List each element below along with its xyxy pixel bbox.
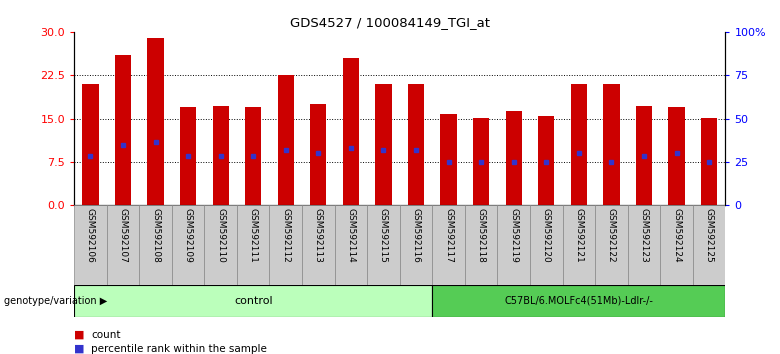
Bar — [310, 104, 327, 205]
Bar — [603, 84, 619, 205]
Bar — [432, 205, 465, 285]
Text: GDS4527 / 100084149_TGI_at: GDS4527 / 100084149_TGI_at — [290, 16, 490, 29]
Bar — [660, 205, 693, 285]
Bar — [115, 55, 131, 205]
Text: GSM592117: GSM592117 — [444, 208, 453, 263]
Text: GSM592121: GSM592121 — [574, 208, 583, 262]
Bar — [147, 38, 164, 205]
Bar — [140, 205, 172, 285]
Text: GSM592114: GSM592114 — [346, 208, 356, 262]
Text: GSM592110: GSM592110 — [216, 208, 225, 263]
Text: genotype/variation ▶: genotype/variation ▶ — [4, 296, 107, 306]
Text: GSM592122: GSM592122 — [607, 208, 616, 262]
Text: GSM592125: GSM592125 — [704, 208, 714, 262]
Bar — [237, 205, 270, 285]
Bar — [701, 118, 718, 205]
Text: count: count — [91, 330, 121, 339]
Text: GSM592120: GSM592120 — [542, 208, 551, 262]
Text: GSM592113: GSM592113 — [314, 208, 323, 263]
Bar — [107, 205, 139, 285]
Bar — [335, 205, 367, 285]
Text: C57BL/6.MOLFc4(51Mb)-Ldlr-/-: C57BL/6.MOLFc4(51Mb)-Ldlr-/- — [505, 296, 654, 306]
Text: GSM592119: GSM592119 — [509, 208, 518, 263]
Text: GSM592108: GSM592108 — [151, 208, 160, 263]
Text: GSM592123: GSM592123 — [640, 208, 648, 262]
Bar — [441, 114, 457, 205]
Bar — [270, 205, 302, 285]
Text: ■: ■ — [74, 344, 84, 354]
Bar — [668, 107, 685, 205]
Bar — [505, 111, 522, 205]
Text: GSM592111: GSM592111 — [249, 208, 257, 263]
Bar — [204, 205, 237, 285]
Bar — [180, 107, 197, 205]
Bar — [693, 205, 725, 285]
Bar — [375, 84, 392, 205]
Bar — [473, 118, 489, 205]
Text: GSM592109: GSM592109 — [183, 208, 193, 263]
Bar — [367, 205, 400, 285]
Bar — [245, 107, 261, 205]
Bar — [82, 84, 98, 205]
Text: GSM592107: GSM592107 — [119, 208, 127, 263]
Text: percentile rank within the sample: percentile rank within the sample — [91, 344, 267, 354]
Bar — [278, 75, 294, 205]
Text: ■: ■ — [74, 330, 84, 339]
Bar — [498, 205, 530, 285]
Text: control: control — [234, 296, 272, 306]
Bar — [400, 205, 432, 285]
Bar — [562, 205, 595, 285]
Bar — [530, 205, 562, 285]
Text: GSM592118: GSM592118 — [477, 208, 486, 263]
Bar — [465, 205, 498, 285]
Bar — [571, 84, 587, 205]
Bar — [212, 106, 229, 205]
Bar — [172, 205, 204, 285]
Bar — [302, 205, 335, 285]
Text: GSM592106: GSM592106 — [86, 208, 95, 263]
Bar — [432, 285, 725, 317]
Bar — [628, 205, 661, 285]
Bar — [342, 58, 359, 205]
Text: GSM592124: GSM592124 — [672, 208, 681, 262]
Text: GSM592112: GSM592112 — [282, 208, 290, 262]
Text: GSM592115: GSM592115 — [379, 208, 388, 263]
Bar — [74, 205, 107, 285]
Bar — [408, 84, 424, 205]
Text: GSM592116: GSM592116 — [412, 208, 420, 263]
Bar — [538, 116, 555, 205]
Bar — [74, 285, 432, 317]
Bar — [595, 205, 628, 285]
Bar — [636, 106, 652, 205]
